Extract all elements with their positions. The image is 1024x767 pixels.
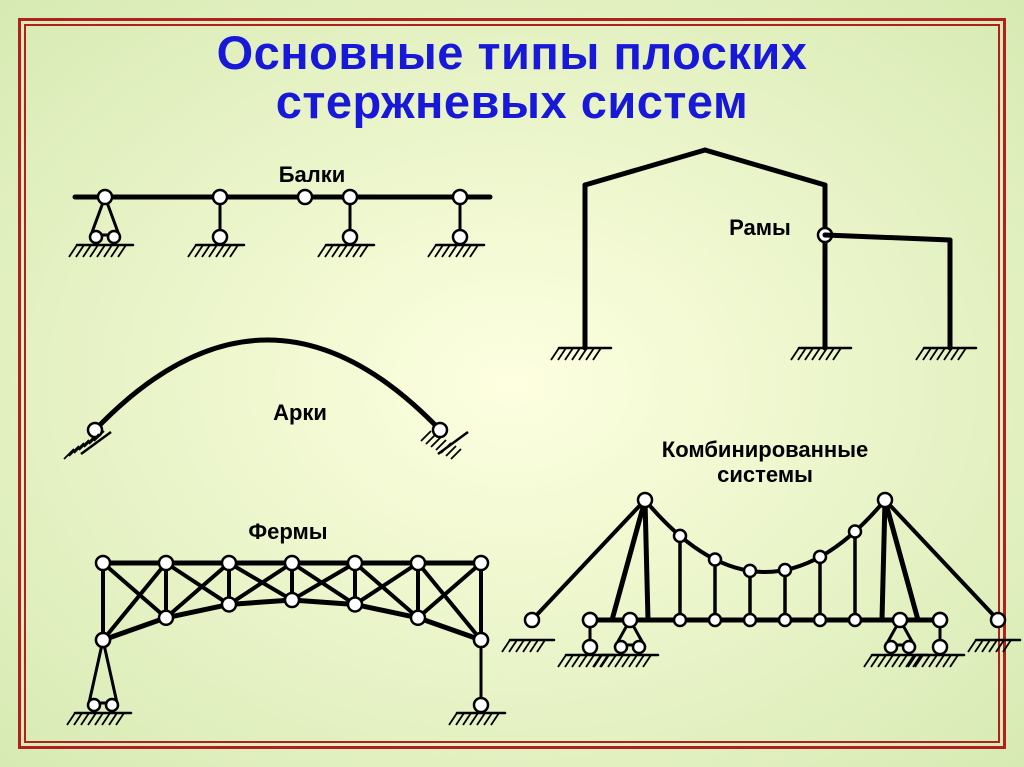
label-trusses: Фермы <box>218 519 358 545</box>
slide-title-line2: стержневых систем <box>276 75 748 128</box>
diagram-combined <box>520 480 1010 700</box>
diagram-arches <box>70 335 470 475</box>
label-combined-line1: Комбинированные <box>605 437 925 463</box>
slide-title-line1: Основные типы плоских <box>217 26 808 79</box>
diagram-beams <box>70 185 500 275</box>
slide-title: Основные типы плоских стержневых систем <box>0 28 1024 127</box>
diagram-frames <box>555 140 985 360</box>
diagram-trusses <box>65 545 495 735</box>
